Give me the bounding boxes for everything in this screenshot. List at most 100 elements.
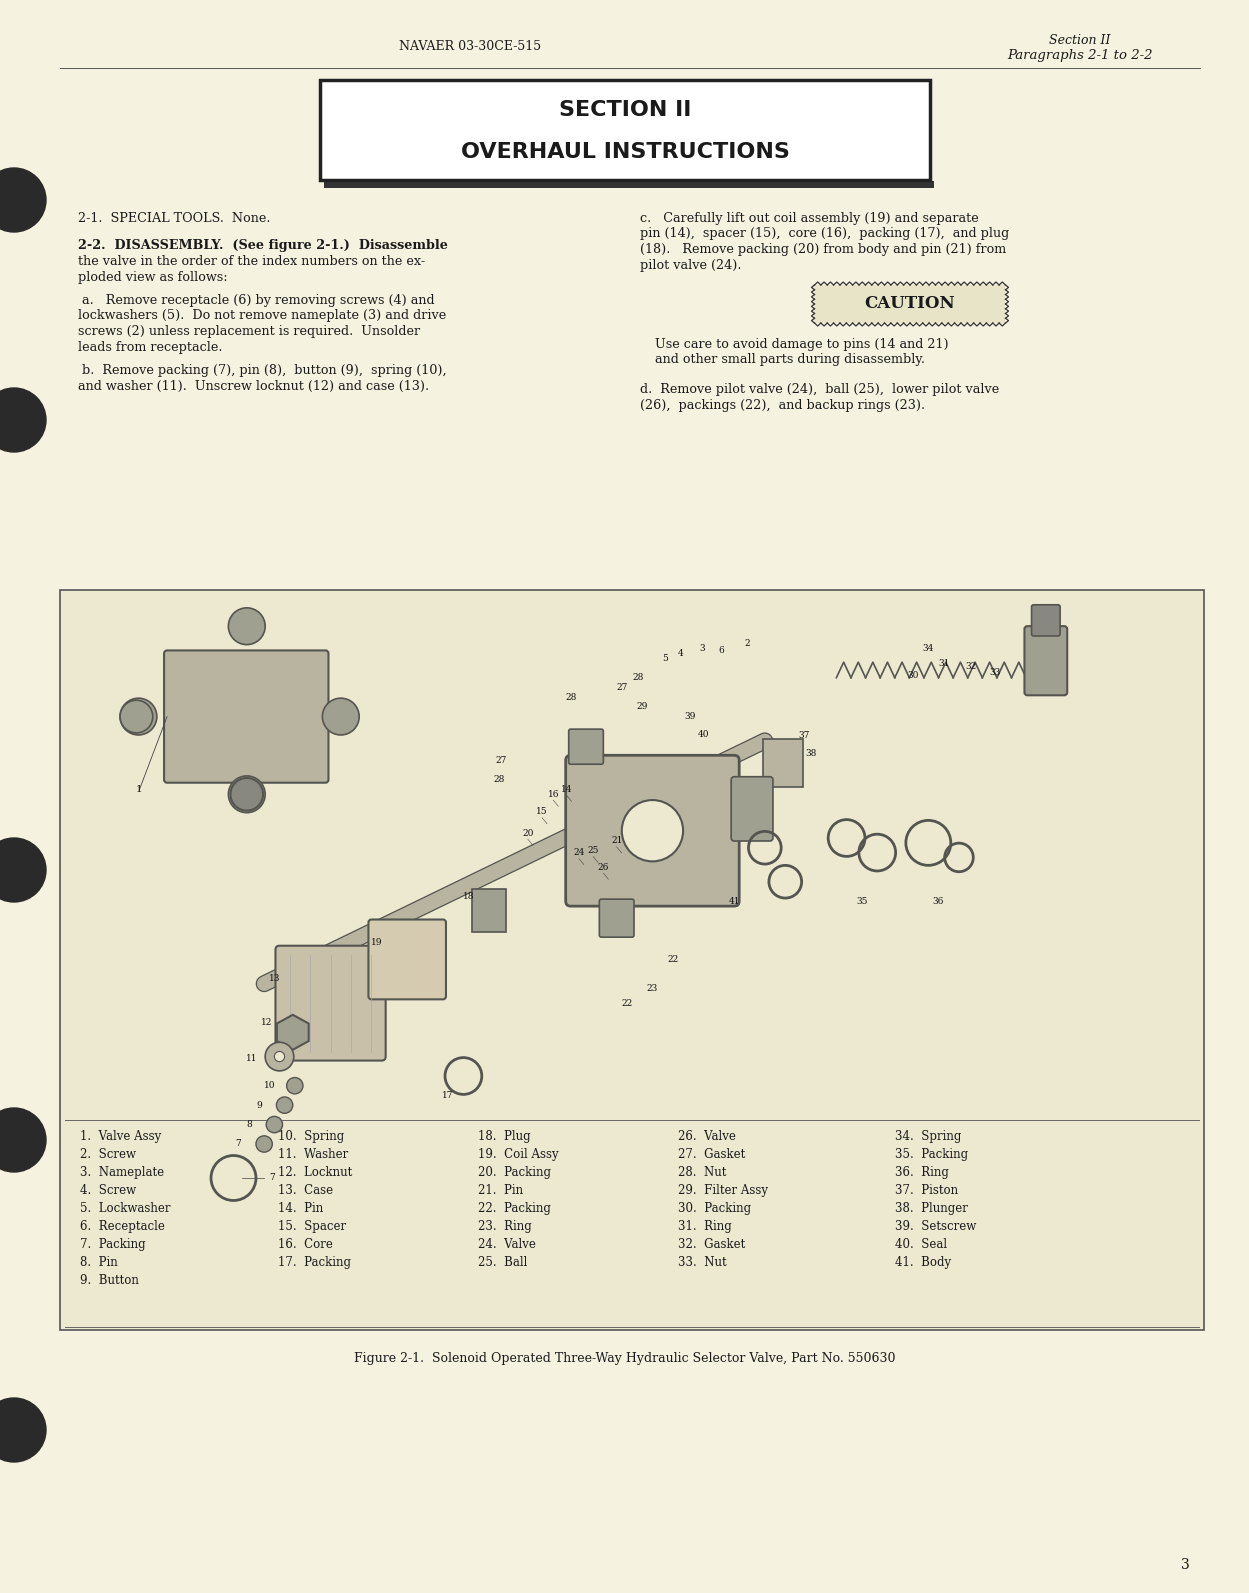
Text: 16.  Core: 16. Core bbox=[279, 1238, 333, 1251]
Bar bbox=[320, 80, 931, 180]
Circle shape bbox=[275, 1051, 285, 1061]
Text: Figure 2-1.  Solenoid Operated Three-Way Hydraulic Selector Valve, Part No. 5506: Figure 2-1. Solenoid Operated Three-Way … bbox=[353, 1352, 896, 1365]
FancyBboxPatch shape bbox=[1032, 605, 1060, 636]
Text: 6: 6 bbox=[718, 647, 723, 655]
Text: 28: 28 bbox=[632, 674, 643, 682]
Text: 16: 16 bbox=[547, 790, 560, 798]
FancyBboxPatch shape bbox=[568, 730, 603, 765]
Text: 25.  Ball: 25. Ball bbox=[478, 1255, 527, 1270]
Text: 11.  Washer: 11. Washer bbox=[279, 1149, 348, 1161]
Text: 13.  Case: 13. Case bbox=[279, 1184, 333, 1196]
Text: and other small parts during disassembly.: and other small parts during disassembly… bbox=[654, 354, 926, 366]
Text: 21.  Pin: 21. Pin bbox=[478, 1184, 523, 1196]
Text: a.   Remove receptacle (6) by removing screws (4) and: a. Remove receptacle (6) by removing scr… bbox=[77, 295, 435, 307]
Text: 30.  Packing: 30. Packing bbox=[678, 1203, 751, 1215]
Text: 26.  Valve: 26. Valve bbox=[678, 1129, 736, 1144]
Text: 20: 20 bbox=[522, 828, 533, 838]
Circle shape bbox=[120, 701, 152, 733]
Text: Use care to avoid damage to pins (14 and 21): Use care to avoid damage to pins (14 and… bbox=[654, 338, 949, 350]
Bar bbox=[814, 285, 1005, 323]
Text: 18.  Plug: 18. Plug bbox=[478, 1129, 531, 1144]
Text: 1.  Valve Assy: 1. Valve Assy bbox=[80, 1129, 161, 1144]
Text: 19: 19 bbox=[371, 938, 382, 948]
FancyBboxPatch shape bbox=[600, 898, 634, 937]
Text: 22: 22 bbox=[667, 954, 678, 964]
Circle shape bbox=[265, 1042, 294, 1070]
FancyBboxPatch shape bbox=[1024, 626, 1067, 695]
Text: 4: 4 bbox=[678, 648, 684, 658]
FancyBboxPatch shape bbox=[566, 755, 739, 906]
Text: 6.  Receptacle: 6. Receptacle bbox=[80, 1220, 165, 1233]
Text: 13: 13 bbox=[269, 975, 280, 983]
Text: 12.  Locknut: 12. Locknut bbox=[279, 1166, 352, 1179]
Polygon shape bbox=[277, 1015, 309, 1050]
Text: 7.  Packing: 7. Packing bbox=[80, 1238, 146, 1251]
Text: 28: 28 bbox=[493, 776, 505, 784]
Text: 9.  Button: 9. Button bbox=[80, 1274, 139, 1287]
Text: and washer (11).  Unscrew locknut (12) and case (13).: and washer (11). Unscrew locknut (12) an… bbox=[77, 379, 430, 392]
Text: 14: 14 bbox=[561, 785, 572, 793]
Text: leads from receptacle.: leads from receptacle. bbox=[77, 341, 222, 354]
Text: 35: 35 bbox=[856, 897, 868, 906]
Circle shape bbox=[230, 777, 264, 811]
Text: 4.  Screw: 4. Screw bbox=[80, 1184, 136, 1196]
Text: 37: 37 bbox=[798, 731, 809, 741]
Text: the valve in the order of the index numbers on the ex-: the valve in the order of the index numb… bbox=[77, 255, 425, 268]
Text: 19.  Coil Assy: 19. Coil Assy bbox=[478, 1149, 558, 1161]
Text: pin (14),  spacer (15),  core (16),  packing (17),  and plug: pin (14), spacer (15), core (16), packin… bbox=[639, 228, 1009, 241]
Text: c.   Carefully lift out coil assembly (19) and separate: c. Carefully lift out coil assembly (19)… bbox=[639, 212, 979, 225]
Text: 32.  Gasket: 32. Gasket bbox=[678, 1238, 746, 1251]
Text: 20.  Packing: 20. Packing bbox=[478, 1166, 551, 1179]
Text: d.  Remove pilot valve (24),  ball (25),  lower pilot valve: d. Remove pilot valve (24), ball (25), l… bbox=[639, 382, 999, 397]
Text: 5: 5 bbox=[662, 653, 668, 663]
Text: SECTION II: SECTION II bbox=[558, 100, 691, 119]
Text: 28.  Nut: 28. Nut bbox=[678, 1166, 727, 1179]
Text: screws (2) unless replacement is required.  Unsolder: screws (2) unless replacement is require… bbox=[77, 325, 420, 338]
Text: 21: 21 bbox=[611, 836, 622, 846]
Text: lockwashers (5).  Do not remove nameplate (3) and drive: lockwashers (5). Do not remove nameplate… bbox=[77, 309, 446, 322]
Circle shape bbox=[0, 389, 46, 452]
Text: 33: 33 bbox=[989, 669, 1000, 677]
Circle shape bbox=[286, 1077, 304, 1094]
Text: 30: 30 bbox=[907, 671, 919, 680]
Text: 24.  Valve: 24. Valve bbox=[478, 1238, 536, 1251]
Text: 7: 7 bbox=[236, 1139, 241, 1149]
Bar bbox=[60, 589, 1204, 1330]
Text: 34: 34 bbox=[923, 644, 934, 653]
Text: 25: 25 bbox=[587, 846, 600, 855]
Text: ploded view as follows:: ploded view as follows: bbox=[77, 271, 227, 284]
Text: 41: 41 bbox=[728, 897, 739, 906]
Text: 27: 27 bbox=[616, 683, 627, 691]
FancyBboxPatch shape bbox=[276, 946, 386, 1061]
Text: 26: 26 bbox=[598, 863, 610, 871]
Text: pilot valve (24).: pilot valve (24). bbox=[639, 258, 742, 271]
Text: Section II: Section II bbox=[1049, 33, 1110, 46]
Bar bbox=[323, 182, 934, 188]
Text: 2-2.  DISASSEMBLY.  (See figure 2-1.)  Disassemble: 2-2. DISASSEMBLY. (See figure 2-1.) Disa… bbox=[77, 239, 448, 253]
Text: 29.  Filter Assy: 29. Filter Assy bbox=[678, 1184, 768, 1196]
Circle shape bbox=[276, 1098, 292, 1114]
Text: 8: 8 bbox=[246, 1120, 252, 1129]
Text: 29: 29 bbox=[637, 703, 648, 712]
Text: 39.  Setscrew: 39. Setscrew bbox=[896, 1220, 977, 1233]
Circle shape bbox=[256, 1136, 272, 1152]
Text: 1: 1 bbox=[136, 785, 142, 793]
Circle shape bbox=[120, 698, 157, 734]
Circle shape bbox=[229, 776, 265, 812]
Text: 31.  Ring: 31. Ring bbox=[678, 1220, 732, 1233]
Text: 22: 22 bbox=[621, 999, 632, 1008]
Text: CAUTION: CAUTION bbox=[864, 295, 955, 312]
Text: 38.  Plunger: 38. Plunger bbox=[896, 1203, 968, 1215]
Circle shape bbox=[229, 609, 265, 645]
FancyBboxPatch shape bbox=[731, 777, 773, 841]
Text: 15: 15 bbox=[536, 808, 548, 816]
Text: 2.  Screw: 2. Screw bbox=[80, 1149, 136, 1161]
Text: 11: 11 bbox=[246, 1055, 257, 1063]
Text: 35.  Packing: 35. Packing bbox=[896, 1149, 968, 1161]
Text: Paragraphs 2-1 to 2-2: Paragraphs 2-1 to 2-2 bbox=[1007, 49, 1153, 62]
Text: 23.  Ring: 23. Ring bbox=[478, 1220, 532, 1233]
Text: 33.  Nut: 33. Nut bbox=[678, 1255, 727, 1270]
Circle shape bbox=[622, 800, 683, 862]
Text: 17.  Packing: 17. Packing bbox=[279, 1255, 351, 1270]
Text: 40.  Seal: 40. Seal bbox=[896, 1238, 947, 1251]
